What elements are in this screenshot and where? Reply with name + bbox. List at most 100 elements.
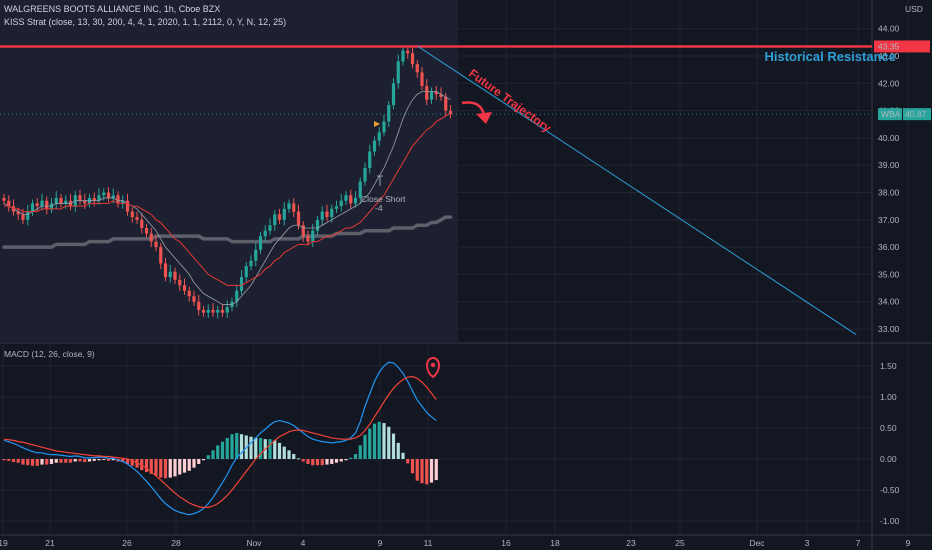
candle-body[interactable] (135, 217, 139, 220)
candle-body[interactable] (192, 296, 196, 302)
candle-body[interactable] (429, 91, 434, 100)
candle-body[interactable] (244, 266, 248, 278)
candle-body[interactable] (420, 72, 424, 87)
candle-body[interactable] (140, 219, 144, 228)
candle-body[interactable] (201, 309, 206, 313)
candle-body[interactable] (425, 86, 429, 100)
candle-body[interactable] (106, 192, 111, 198)
candle-body[interactable] (144, 227, 149, 234)
candle-body[interactable] (225, 307, 229, 313)
candle-body[interactable] (116, 195, 120, 204)
candle-body[interactable] (30, 203, 35, 212)
candle-body[interactable] (401, 50, 405, 62)
candle-body[interactable] (301, 225, 305, 237)
last-price-label: 40.87 (905, 109, 927, 119)
candle-body[interactable] (368, 151, 372, 168)
candle-body[interactable] (187, 290, 191, 297)
candle-body[interactable] (448, 110, 453, 115)
candle-body[interactable] (97, 195, 101, 201)
candle-body[interactable] (2, 197, 6, 201)
candle-body[interactable] (330, 208, 334, 218)
macd-histogram-bar (149, 459, 153, 474)
candle-body[interactable] (102, 192, 106, 196)
macd-histogram-bar (287, 450, 291, 459)
candle-body[interactable] (273, 214, 277, 226)
candle-body[interactable] (21, 214, 25, 220)
candle-body[interactable] (325, 211, 329, 218)
candle-body[interactable] (78, 195, 82, 201)
candle-body[interactable] (92, 197, 96, 201)
candle-body[interactable] (287, 203, 291, 209)
candle-body[interactable] (372, 140, 377, 152)
candle-body[interactable] (277, 214, 282, 220)
candle-body[interactable] (296, 211, 301, 226)
candle-body[interactable] (387, 105, 391, 122)
candle-body[interactable] (306, 236, 310, 242)
candle-body[interactable] (125, 200, 130, 212)
candle-body[interactable] (7, 200, 11, 207)
candle-body[interactable] (254, 249, 258, 261)
candle-body[interactable] (59, 197, 63, 204)
candle-body[interactable] (159, 247, 163, 264)
candle-body[interactable] (382, 121, 386, 133)
macd-histogram-bar (178, 459, 182, 475)
candle-body[interactable] (377, 132, 381, 141)
candle-body[interactable] (26, 211, 30, 220)
candle-body[interactable] (154, 241, 158, 248)
candle-body[interactable] (344, 195, 348, 201)
candle-body[interactable] (410, 53, 415, 65)
candle-body[interactable] (415, 64, 419, 73)
candle-body[interactable] (334, 206, 339, 209)
candle-body[interactable] (320, 211, 324, 220)
candle-body[interactable] (235, 290, 239, 302)
candle-body[interactable] (391, 83, 396, 106)
candle-body[interactable] (206, 309, 210, 313)
candle-body[interactable] (197, 301, 201, 310)
candle-body[interactable] (258, 236, 263, 250)
candle-body[interactable] (168, 271, 172, 278)
candle-body[interactable] (45, 200, 49, 209)
candle-body[interactable] (268, 225, 272, 231)
trajectory-layer[interactable] (417, 46, 857, 335)
candle-body[interactable] (182, 285, 187, 291)
candle-body[interactable] (64, 200, 68, 204)
candle-body[interactable] (54, 197, 58, 204)
candle-body[interactable] (353, 197, 358, 204)
candle-body[interactable] (444, 96, 448, 111)
resistance-layer[interactable] (0, 45, 872, 115)
candle-body[interactable] (315, 219, 320, 231)
candle-body[interactable] (130, 211, 134, 218)
macd-histogram-bar (40, 459, 44, 465)
candle-body[interactable] (349, 195, 353, 204)
candle-body[interactable] (406, 50, 410, 54)
candle-body[interactable] (111, 195, 115, 198)
candle-body[interactable] (249, 260, 253, 267)
candle-body[interactable] (83, 200, 87, 204)
candle-body[interactable] (178, 279, 182, 286)
trajectory-line[interactable] (417, 46, 857, 335)
candle-body[interactable] (216, 309, 220, 313)
candle-body[interactable] (163, 263, 168, 278)
candle-body[interactable] (263, 230, 267, 237)
time-tick-label: 7 (856, 538, 861, 548)
candle-body[interactable] (173, 271, 177, 280)
candle-body[interactable] (239, 277, 244, 291)
candle-body[interactable] (211, 309, 215, 313)
candle-body[interactable] (16, 211, 20, 215)
candle-body[interactable] (35, 203, 39, 207)
candle-body[interactable] (282, 208, 286, 220)
candle-body[interactable] (439, 94, 443, 97)
candle-body[interactable] (363, 167, 367, 182)
candle-body[interactable] (121, 200, 125, 204)
candle-body[interactable] (396, 61, 400, 84)
candle-body[interactable] (292, 203, 296, 212)
candle-body[interactable] (149, 233, 153, 242)
macd-histogram-bar (144, 459, 149, 473)
candle-body[interactable] (40, 200, 44, 207)
candle-body[interactable] (358, 181, 362, 198)
candle-body[interactable] (339, 200, 343, 207)
candle-body[interactable] (220, 309, 225, 313)
candle-body[interactable] (311, 230, 315, 242)
candle-body[interactable] (434, 91, 438, 95)
